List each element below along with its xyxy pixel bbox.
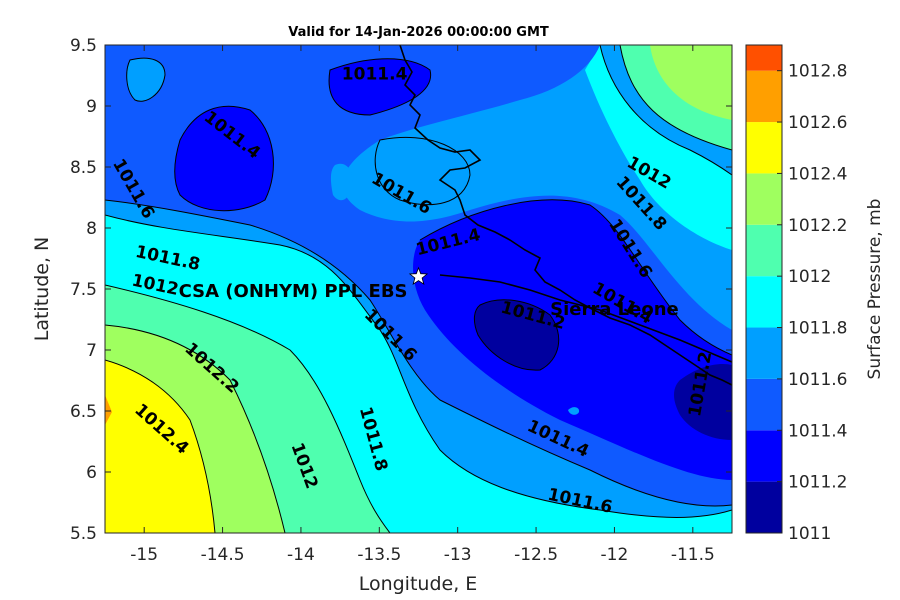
colorbar: 1011 1011.2 1011.4 1011.6 1011.8 1012 1012.2 10… (745, 44, 847, 544)
contour-lines (105, 45, 732, 533)
x-tick-label: -15 (130, 545, 158, 565)
y-tick-label: 6 (86, 463, 97, 483)
y-tick-label: 9.5 (70, 36, 97, 56)
y-tick-label: 5.5 (70, 524, 97, 544)
colorbar-tick-label: 1011.4 (788, 421, 847, 441)
y-tick-label: 6.5 (70, 402, 97, 422)
colorbar-label: Surface Pressure, mb (865, 199, 885, 380)
colorbar-tick-label: 1012.8 (788, 62, 847, 82)
country-label: Sierra Leone (550, 299, 679, 320)
x-tick-label: -14.5 (201, 545, 245, 565)
plot-title: Valid for 14-Jan-2026 00:00:00 GMT (288, 25, 549, 40)
x-tick-label: -12 (601, 545, 629, 565)
colorbar-tick-label: 1012.2 (788, 216, 847, 236)
x-axis-label: Longitude, E (359, 573, 478, 595)
y-tick-label: 8 (86, 219, 97, 239)
contour-label: 1011.4 (342, 64, 408, 84)
site-star-icon (408, 266, 429, 286)
y-axis-label: Latitude, N (31, 237, 53, 342)
colorbar-swatch (746, 173, 782, 225)
x-tick-label: -13 (444, 545, 472, 565)
site-label: CSA (ONHYM) PPL EBS (179, 281, 408, 302)
colorbar-swatch (746, 70, 782, 123)
colorbar-swatch (746, 481, 782, 533)
x-tick-label: -11.5 (671, 545, 715, 565)
colorbar-tick-label: 1012.6 (788, 113, 847, 133)
colorbar-frame (745, 44, 783, 534)
colorbar-swatch (746, 224, 782, 277)
colorbar-tick-label: 1012.4 (788, 164, 847, 184)
y-tick-label: 9 (86, 97, 97, 117)
colorbar-swatch (746, 122, 782, 174)
colorbar-swatch (746, 276, 782, 328)
colorbar-swatch (746, 45, 782, 71)
site-markers: CSA (ONHYM) PPL EBS Sierra Leone (179, 266, 679, 320)
colorbar-tick-label: 1011 (788, 524, 831, 544)
x-tick-label: -14 (287, 545, 315, 565)
y-tick-label: 8.5 (70, 158, 97, 178)
coastline (399, 45, 732, 386)
colorbar-tick-label: 1011.6 (788, 370, 847, 390)
colorbar-swatch (746, 430, 782, 482)
y-tick-label: 7 (86, 341, 97, 361)
axes: -15 -14.5 -14 -13.5 -13 -12.5 -12 -11.5 5.5 6 6.5 7… (70, 36, 732, 565)
colorbar-swatch (746, 378, 782, 431)
y-tick-label: 7.5 (70, 280, 97, 300)
x-tick-label: -12.5 (514, 545, 558, 565)
colorbar-tick-label: 1011.8 (788, 319, 847, 339)
x-tick-label: -13.5 (357, 545, 401, 565)
colorbar-tick-label: 1011.2 (788, 473, 847, 493)
colorbar-tick-label: 1012 (788, 267, 831, 287)
colorbar-swatch (746, 327, 782, 379)
